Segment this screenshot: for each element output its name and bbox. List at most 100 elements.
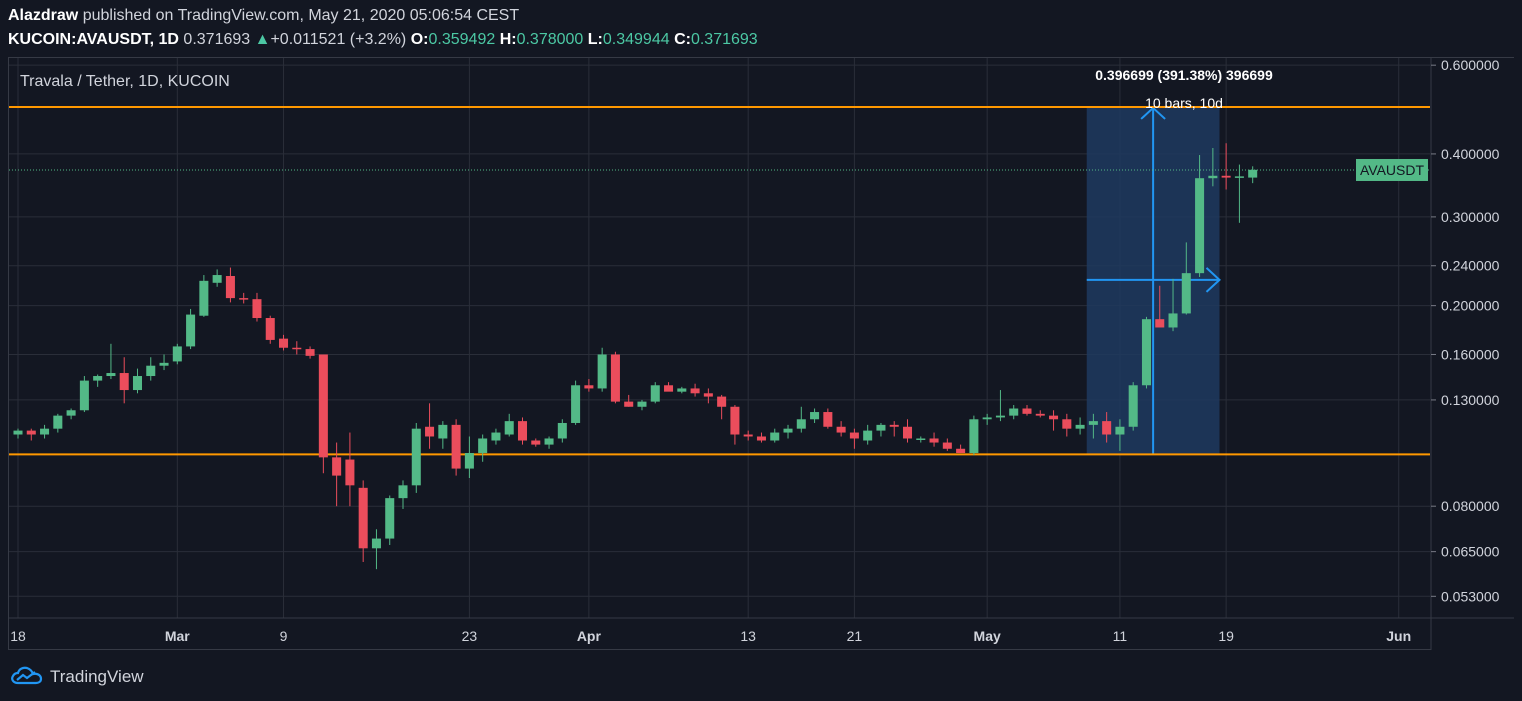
candle-body	[132, 376, 142, 391]
candle-body	[836, 426, 846, 433]
x-tick-label: Apr	[577, 628, 602, 644]
candle-body	[571, 385, 581, 423]
x-tick-label: 11	[1113, 628, 1128, 644]
price-axis[interactable]	[1431, 58, 1514, 650]
y-tick-label: 0.600000	[1441, 57, 1500, 73]
close-label: C:	[674, 31, 691, 48]
candle-body	[531, 440, 541, 445]
x-tick-label: 23	[462, 628, 478, 644]
candle-body	[13, 430, 23, 435]
candle-body	[756, 436, 766, 441]
candle-body	[1234, 176, 1244, 178]
y-tick-label: 0.065000	[1441, 544, 1500, 560]
candle-body	[411, 428, 421, 486]
candle-body	[929, 438, 939, 443]
candle-body	[1102, 421, 1112, 435]
candle-body	[810, 412, 820, 420]
candle-body	[703, 393, 713, 397]
tradingview-footer[interactable]: TradingView	[10, 665, 144, 689]
candle-body	[1141, 319, 1151, 386]
candle-body	[1221, 175, 1231, 178]
last-price: 0.371693	[183, 31, 251, 48]
author-name[interactable]: Alazdraw	[8, 7, 79, 24]
candle-body	[889, 424, 899, 427]
symbol-tag	[1356, 158, 1428, 181]
x-tick-label: Jun	[1386, 628, 1411, 644]
candle-body	[79, 380, 89, 411]
tradingview-cloud-icon	[10, 665, 44, 690]
change-value: +0.011521 (+3.2%)	[270, 31, 407, 48]
candle-body	[225, 276, 235, 299]
measure-tool[interactable]	[1086, 106, 1221, 455]
candle-body	[584, 385, 594, 389]
candle-body	[597, 354, 607, 389]
candle-body	[863, 430, 873, 441]
candle-body	[119, 373, 129, 391]
y-tick-label: 0.080000	[1441, 498, 1500, 514]
y-tick-label: 0.400000	[1441, 146, 1500, 162]
candle-body	[66, 410, 76, 416]
candle-body	[717, 396, 727, 407]
candle-body	[464, 453, 474, 469]
candle-body	[451, 424, 461, 469]
close-value: 0.371693	[690, 31, 758, 48]
candle-body	[637, 401, 647, 407]
open-value: 0.359492	[428, 31, 496, 48]
candle-body	[425, 426, 435, 437]
published-text: published on TradingView.com, May 21, 20…	[82, 7, 520, 24]
candle-body	[438, 424, 448, 439]
candle-body	[664, 385, 674, 392]
ohlc-summary: KUCOIN:AVAUSDT, 1D 0.371693 ▲+0.011521 (…	[8, 31, 758, 49]
candle-body	[345, 459, 355, 486]
candle-body	[956, 448, 966, 454]
y-tick-label: 0.240000	[1441, 258, 1500, 274]
candle-body	[796, 419, 806, 429]
candle-body	[93, 376, 103, 381]
candle-body	[1208, 175, 1218, 179]
symbol-tag-label: AVAUSDT	[1360, 162, 1424, 178]
candle-body	[1035, 413, 1045, 416]
candle-body	[610, 354, 620, 402]
candle-body	[995, 415, 1005, 418]
x-tick-label: Mar	[165, 628, 190, 644]
candle-body	[239, 298, 249, 300]
symbol-label: KUCOIN:AVAUSDT, 1D	[8, 31, 179, 48]
up-arrow-icon: ▲	[254, 31, 271, 48]
candle-body	[53, 415, 63, 429]
candle-body	[491, 432, 501, 441]
candle-body	[26, 430, 36, 435]
candle-body	[770, 432, 780, 441]
candle-body	[40, 428, 50, 435]
candle-body	[252, 299, 262, 319]
candle-body	[1128, 385, 1138, 427]
candle-body	[1062, 419, 1072, 429]
publish-info: Alazdraw published on TradingView.com, M…	[8, 7, 519, 25]
candle-body	[544, 438, 554, 445]
candle-body	[1075, 424, 1085, 429]
candle-body	[106, 373, 116, 377]
candle-body	[172, 346, 182, 362]
candle-body	[292, 347, 302, 350]
candle-body	[146, 365, 156, 377]
low-value: 0.349944	[602, 31, 670, 48]
candle-body	[783, 428, 793, 433]
axes[interactable]: 0.600000 0.400000 0.300000 0.240000 0.200000…	[9, 57, 1514, 650]
candle-body	[849, 432, 859, 439]
candle-body	[1181, 273, 1191, 314]
candle-body	[982, 417, 992, 420]
x-tick-label: 21	[847, 628, 863, 644]
candle-body	[1195, 178, 1205, 274]
y-tick-label: 0.053000	[1441, 588, 1500, 604]
high-value: 0.378000	[516, 31, 584, 48]
candle-body	[186, 314, 196, 347]
candle-body	[279, 338, 289, 348]
candle-body	[398, 485, 408, 499]
y-tick-label: 0.160000	[1441, 346, 1500, 362]
y-tick-label: 0.300000	[1441, 209, 1500, 225]
high-label: H:	[499, 31, 517, 48]
candle-body	[1115, 426, 1125, 435]
candle-body	[823, 412, 833, 427]
candle-body	[969, 419, 979, 454]
y-tick-label: 0.130000	[1441, 392, 1500, 408]
